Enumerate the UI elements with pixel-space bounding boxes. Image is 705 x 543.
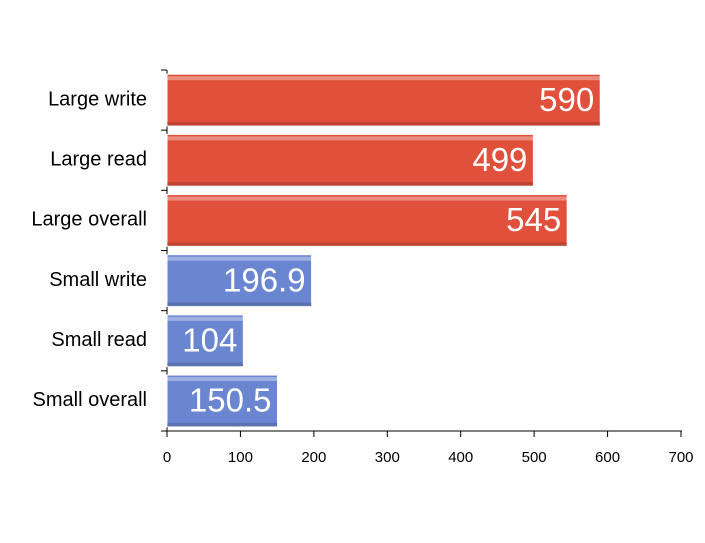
x-tick-label: 600 xyxy=(595,449,620,466)
data-label: 499 xyxy=(472,141,527,178)
bar xyxy=(166,314,244,368)
x-tick-label: 0 xyxy=(163,449,171,466)
bar xyxy=(166,254,313,307)
data-label: 196.9 xyxy=(223,261,306,298)
bar xyxy=(166,133,534,187)
bar-shade xyxy=(167,242,568,247)
x-tick-label: 100 xyxy=(228,449,253,466)
y-tick-label: Large overall xyxy=(31,209,147,231)
x-tick-label: 400 xyxy=(448,449,473,466)
bar-highlight xyxy=(167,136,534,141)
bar xyxy=(166,194,568,247)
data-label: 104 xyxy=(182,321,237,358)
y-tick-label: Small read xyxy=(51,329,147,351)
bar-highlight xyxy=(167,196,568,201)
bar-highlight xyxy=(167,316,244,321)
bar-shade xyxy=(167,121,601,126)
bar xyxy=(166,73,601,127)
x-tick-label: 700 xyxy=(668,449,693,466)
y-tick-label: Small overall xyxy=(33,389,147,411)
bar-shade xyxy=(167,302,312,307)
y-tick-label: Large read xyxy=(50,149,147,171)
bar-shade xyxy=(167,362,244,367)
bar-shade xyxy=(167,182,534,187)
bar-highlight xyxy=(167,76,601,81)
data-label: 590 xyxy=(539,81,594,118)
x-tick-label: 300 xyxy=(375,449,400,466)
bar-highlight xyxy=(167,377,278,382)
data-label: 150.5 xyxy=(189,382,272,419)
data-label: 545 xyxy=(506,201,561,238)
bar-shade xyxy=(167,422,278,427)
bar xyxy=(166,374,279,428)
bar-highlight xyxy=(167,256,312,261)
x-tick-label: 200 xyxy=(301,449,326,466)
y-tick-label: Large write xyxy=(48,88,147,110)
y-tick-label: Small write xyxy=(49,269,147,291)
x-tick-label: 500 xyxy=(522,449,547,466)
